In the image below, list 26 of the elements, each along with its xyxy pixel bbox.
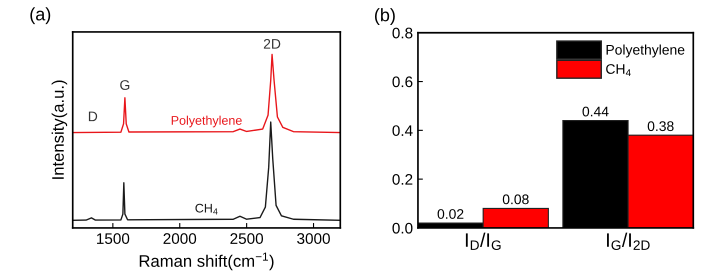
text: 2D [264, 38, 280, 49]
y-tick-label: 0.8 [392, 28, 412, 38]
legend-label: CH$_{4}$ [606, 64, 631, 76]
x-tick-label: I$_{G}$/I$_{2D}$ [607, 232, 650, 250]
data-label: 0.08 [502, 194, 529, 204]
annotation: G [120, 80, 130, 90]
x-tick-label: I$_{D}$/I$_{G}$ [466, 232, 501, 250]
x-tick-label: 2500 [230, 233, 264, 244]
x-axis-title: Raman shift(cm$^{−1}$) [140, 252, 274, 270]
data-label: 0.44 [582, 106, 609, 116]
y-axis-title: Intensity(a.u.) [52, 80, 68, 179]
legend-label: Polyethylene [606, 44, 684, 58]
y-tick-label: 0.0 [392, 222, 412, 234]
series-label: Polyethylene [172, 116, 242, 128]
data-label: 0.02 [438, 209, 464, 219]
data-label: 0.38 [648, 121, 674, 132]
y-tick-label: 0.2 [392, 174, 412, 185]
annotation: D [88, 112, 98, 122]
chart-title: (a) [30, 7, 50, 24]
series-label: CH$_{4}$ [195, 204, 218, 214]
y-tick-label: 0.4 [392, 125, 413, 136]
y-tick-label: 0.6 [392, 76, 412, 88]
x-tick-label: 3000 [297, 233, 330, 244]
x-tick-label: 1500 [97, 233, 130, 244]
chart-title: (b) [374, 8, 395, 25]
x-tick-label: 2000 [164, 233, 196, 244]
